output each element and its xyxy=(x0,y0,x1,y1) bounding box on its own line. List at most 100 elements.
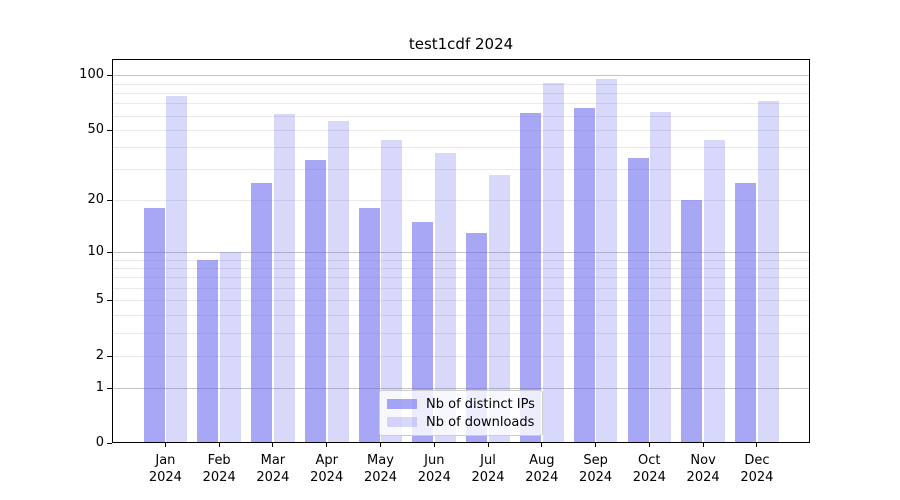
x-tick-label: Jan 2024 xyxy=(133,452,197,486)
bar-ips-Jan xyxy=(143,208,165,443)
x-tick-label-year: 2024 xyxy=(579,470,613,485)
bar-ips-Apr xyxy=(304,159,326,443)
y-tick-label: 0 xyxy=(95,435,104,450)
legend-label-distinct-ips: Nb of distinct IPs xyxy=(426,396,535,412)
bar-downloads-Feb xyxy=(220,252,241,443)
legend-label-downloads: Nb of downloads xyxy=(426,414,535,430)
x-tick-label: May 2024 xyxy=(349,452,413,486)
x-tick xyxy=(541,443,543,447)
x-tick-label: Jul 2024 xyxy=(456,452,520,486)
x-tick-label-month: Jul xyxy=(480,453,496,468)
bar-downloads-Nov xyxy=(703,139,725,443)
bar-ips-May xyxy=(358,208,380,443)
x-tick-label: Mar 2024 xyxy=(241,452,305,486)
y-tick xyxy=(107,129,112,131)
legend-item-distinct-ips: Nb of distinct IPs xyxy=(387,397,542,412)
minor-gridline xyxy=(113,129,809,131)
bar-downloads-Mar xyxy=(273,114,295,443)
x-tick-label-year: 2024 xyxy=(148,470,182,485)
x-tick xyxy=(487,443,489,447)
y-tick-label: 50 xyxy=(87,121,104,137)
x-tick-label-month: Nov xyxy=(690,453,716,468)
bar-downloads-Oct xyxy=(650,111,672,443)
x-tick-label-month: Aug xyxy=(529,453,555,468)
x-tick-label: Nov 2024 xyxy=(671,452,735,486)
bar-downloads-Aug xyxy=(542,82,564,443)
x-tick-label-year: 2024 xyxy=(686,470,720,485)
x-tick-label-month: Dec xyxy=(744,453,770,468)
y-tick xyxy=(107,200,112,202)
x-tick xyxy=(702,443,704,447)
x-tick xyxy=(326,443,328,447)
bar-downloads-Sep xyxy=(596,78,618,443)
major-gridline xyxy=(113,252,809,253)
bar-downloads-May xyxy=(381,139,403,443)
minor-gridline xyxy=(113,355,809,357)
bar-ips-Dec xyxy=(735,183,757,443)
x-tick-label-year: 2024 xyxy=(471,470,505,485)
bar-downloads-Apr xyxy=(327,120,349,443)
minor-gridline xyxy=(113,92,809,94)
x-tick-label: Sep 2024 xyxy=(564,452,628,486)
y-tick-label: 20 xyxy=(87,192,104,208)
x-tick-label-month: Apr xyxy=(315,453,338,468)
bar-ips-Jun xyxy=(412,222,434,443)
minor-gridline xyxy=(113,332,809,334)
y-tick xyxy=(107,355,112,357)
minor-gridline xyxy=(113,83,809,85)
bar-downloads-Dec xyxy=(757,101,779,443)
minor-gridline xyxy=(113,314,809,316)
x-tick-label-year: 2024 xyxy=(632,470,666,485)
bar-downloads-Jul xyxy=(488,174,510,443)
x-tick-label-year: 2024 xyxy=(202,470,236,485)
x-tick xyxy=(272,443,274,447)
x-tick-label-month: Sep xyxy=(583,453,608,468)
x-tick xyxy=(380,443,381,447)
minor-gridline xyxy=(113,115,809,117)
x-tick-label-year: 2024 xyxy=(417,470,451,485)
bar-ips-Nov xyxy=(681,200,703,443)
y-tick xyxy=(107,387,112,389)
x-tick-label-year: 2024 xyxy=(256,470,290,485)
x-tick-label-year: 2024 xyxy=(363,470,398,485)
bar-ips-Aug xyxy=(520,112,541,443)
bar-ips-Oct xyxy=(627,157,649,443)
x-tick xyxy=(164,443,166,447)
bar-downloads-Jun xyxy=(435,153,457,443)
x-tick-label: Aug 2024 xyxy=(510,452,574,486)
x-tick-label-year: 2024 xyxy=(740,470,774,485)
major-gridline xyxy=(113,387,809,389)
x-tick xyxy=(648,443,650,447)
x-tick-label: Feb 2024 xyxy=(187,452,251,486)
x-tick-label-month: May xyxy=(367,453,394,468)
x-tick-label-year: 2024 xyxy=(525,470,559,485)
x-tick xyxy=(756,443,758,447)
minor-gridline xyxy=(113,300,809,302)
x-tick xyxy=(433,443,435,447)
bar-ips-Feb xyxy=(197,259,219,443)
legend-swatch-distinct-ips xyxy=(387,399,417,409)
legend-item-downloads: Nb of downloads xyxy=(387,415,542,430)
minor-gridline xyxy=(113,259,809,261)
y-tick-label: 5 xyxy=(95,292,104,308)
x-tick-label: Jun 2024 xyxy=(402,452,466,486)
x-tick xyxy=(595,443,597,447)
minor-gridline xyxy=(113,103,809,105)
x-tick-label-month: Mar xyxy=(260,453,286,468)
minor-gridline xyxy=(113,169,809,171)
y-tick xyxy=(107,443,112,444)
bar-ips-Sep xyxy=(573,108,595,443)
y-tick-label: 1 xyxy=(95,379,104,395)
y-tick-label: 10 xyxy=(87,244,104,259)
legend-swatch-downloads xyxy=(387,417,417,427)
minor-gridline xyxy=(113,147,809,149)
x-tick-label: Oct 2024 xyxy=(617,452,681,486)
legend: Nb of distinct IPs Nb of downloads xyxy=(379,390,543,436)
x-tick-label-month: Jan xyxy=(155,453,176,468)
chart-title: test1cdf 2024 xyxy=(408,35,514,53)
x-tick-label-month: Jun xyxy=(424,453,445,468)
x-tick-label: Apr 2024 xyxy=(295,452,359,486)
minor-gridline xyxy=(113,267,809,269)
x-tick-label-month: Oct xyxy=(638,453,661,468)
